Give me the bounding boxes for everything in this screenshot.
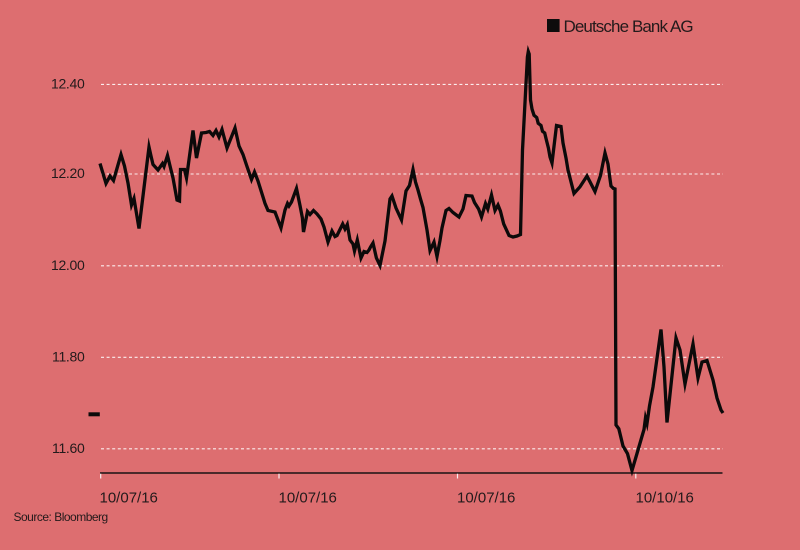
svg-text:Source: Bloomberg: Source: Bloomberg bbox=[14, 510, 108, 524]
svg-text:12.40: 12.40 bbox=[51, 76, 85, 92]
svg-text:Deutsche Bank AG: Deutsche Bank AG bbox=[564, 17, 693, 36]
svg-text:10/10/16: 10/10/16 bbox=[636, 490, 694, 507]
svg-text:12.20: 12.20 bbox=[51, 165, 85, 181]
svg-text:11.60: 11.60 bbox=[52, 440, 85, 456]
svg-text:11.80: 11.80 bbox=[52, 349, 85, 365]
svg-text:10/07/16: 10/07/16 bbox=[100, 490, 158, 507]
svg-text:10/07/16: 10/07/16 bbox=[279, 490, 337, 507]
svg-text:12.00: 12.00 bbox=[51, 257, 85, 273]
svg-text:10/07/16: 10/07/16 bbox=[457, 490, 515, 507]
